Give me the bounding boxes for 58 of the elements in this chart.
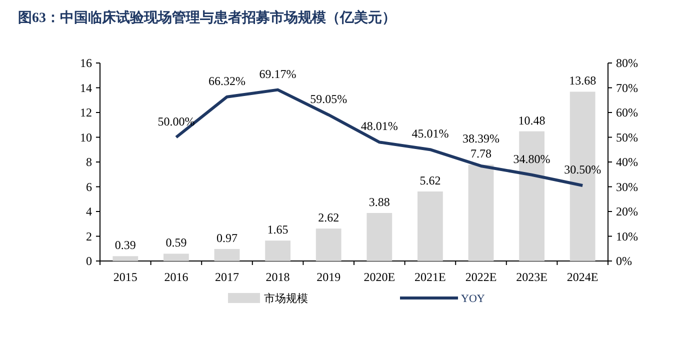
data-label: 69.17%: [259, 66, 296, 81]
y-tick-label: 14: [80, 80, 92, 95]
data-label: 7.78: [470, 146, 492, 161]
y2-tick-label: 20%: [616, 204, 638, 218]
data-label: 1.65: [267, 222, 288, 237]
data-label: 5.62: [420, 173, 441, 188]
data-label: 10.48: [518, 113, 546, 128]
data-label: 48.01%: [360, 119, 398, 134]
y-tick-label: 4: [86, 204, 92, 218]
x-tick-label: 2017: [215, 270, 239, 284]
x-tick-label: 2022E: [465, 270, 497, 284]
y-tick-label: 8: [86, 155, 92, 169]
data-label: 45.01%: [412, 126, 449, 141]
bar: [418, 191, 443, 261]
data-label: 0.39: [114, 238, 136, 252]
x-tick-label: 2019: [316, 270, 341, 284]
y2-tick-label: 80%: [616, 56, 638, 70]
data-label: 34.80%: [513, 152, 550, 166]
text: YOY: [461, 293, 485, 305]
y-tick-label: 10: [80, 130, 92, 144]
data-label: 66.32%: [208, 74, 246, 88]
bar: [366, 212, 392, 261]
y2-tick-label: 70%: [616, 80, 638, 95]
y2-tick-label: 30%: [616, 180, 638, 194]
x-tick-label: 2015: [113, 270, 138, 284]
bar: [265, 240, 290, 261]
x-tick-label: 2018: [266, 270, 290, 284]
y2-tick-label: 40%: [616, 155, 638, 169]
data-label: 50.00%: [158, 114, 195, 128]
y2-tick-label: 50%: [616, 130, 638, 144]
data-label: 59.05%: [310, 92, 348, 106]
data-label: 30.50%: [564, 162, 602, 177]
data-label: 0.59: [166, 236, 187, 250]
x-tick-label: 2020E: [364, 270, 396, 284]
legend-label: 市场规模: [264, 292, 308, 305]
y-tick-label: 0: [86, 254, 92, 268]
data-label: 3.88: [368, 194, 390, 209]
bar: [164, 254, 189, 261]
bar: [468, 164, 494, 261]
y-tick-label: 2: [86, 229, 92, 244]
y-tick-label: 16: [80, 56, 92, 70]
data-label: 13.68: [569, 74, 596, 88]
chart-title: 图63：中国临床试验现场管理与患者招募市场规模（亿美元）: [18, 9, 396, 26]
bar: [214, 248, 240, 261]
y-tick-label: 6: [86, 180, 92, 194]
x-tick-label: 2023E: [516, 270, 548, 284]
bar: [112, 256, 138, 261]
y2-tick-label: 60%: [616, 106, 638, 120]
y2-tick-label: 10%: [616, 229, 638, 244]
data-label: 38.39%: [462, 132, 500, 146]
data-label: 2.62: [318, 210, 340, 225]
data-label: 0.97: [216, 230, 238, 245]
x-tick-label: 2021E: [414, 270, 446, 284]
x-tick-label: 2016: [164, 270, 188, 284]
bar: [316, 228, 342, 261]
y-tick-label: 12: [80, 106, 92, 120]
x-tick-label: 2024E: [566, 270, 598, 284]
y2-tick-label: 0%: [616, 254, 632, 268]
